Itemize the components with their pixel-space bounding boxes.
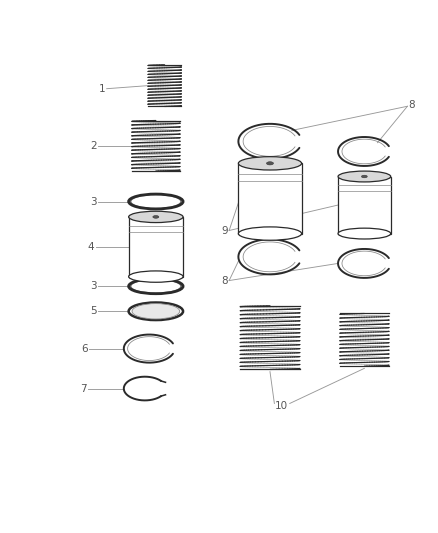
Text: 5: 5 bbox=[90, 306, 96, 316]
Ellipse shape bbox=[238, 227, 301, 240]
Ellipse shape bbox=[337, 171, 390, 182]
Ellipse shape bbox=[266, 161, 273, 165]
FancyBboxPatch shape bbox=[238, 163, 301, 233]
Text: 3: 3 bbox=[90, 197, 96, 206]
Text: 1: 1 bbox=[99, 84, 105, 94]
Ellipse shape bbox=[152, 215, 159, 218]
Text: 10: 10 bbox=[274, 401, 287, 411]
Text: 2: 2 bbox=[90, 141, 96, 151]
Ellipse shape bbox=[238, 157, 301, 170]
Ellipse shape bbox=[360, 175, 367, 178]
Ellipse shape bbox=[128, 211, 183, 223]
Ellipse shape bbox=[128, 271, 183, 282]
Text: 3: 3 bbox=[90, 281, 96, 291]
Ellipse shape bbox=[337, 228, 390, 239]
Text: 8: 8 bbox=[221, 276, 228, 286]
Text: 9: 9 bbox=[221, 225, 228, 236]
Ellipse shape bbox=[132, 304, 179, 319]
Text: 8: 8 bbox=[407, 100, 414, 110]
Text: 7: 7 bbox=[80, 384, 86, 393]
Text: 4: 4 bbox=[88, 242, 94, 252]
Ellipse shape bbox=[128, 303, 183, 320]
FancyBboxPatch shape bbox=[337, 176, 390, 233]
Text: 6: 6 bbox=[81, 344, 88, 353]
FancyBboxPatch shape bbox=[128, 217, 183, 277]
